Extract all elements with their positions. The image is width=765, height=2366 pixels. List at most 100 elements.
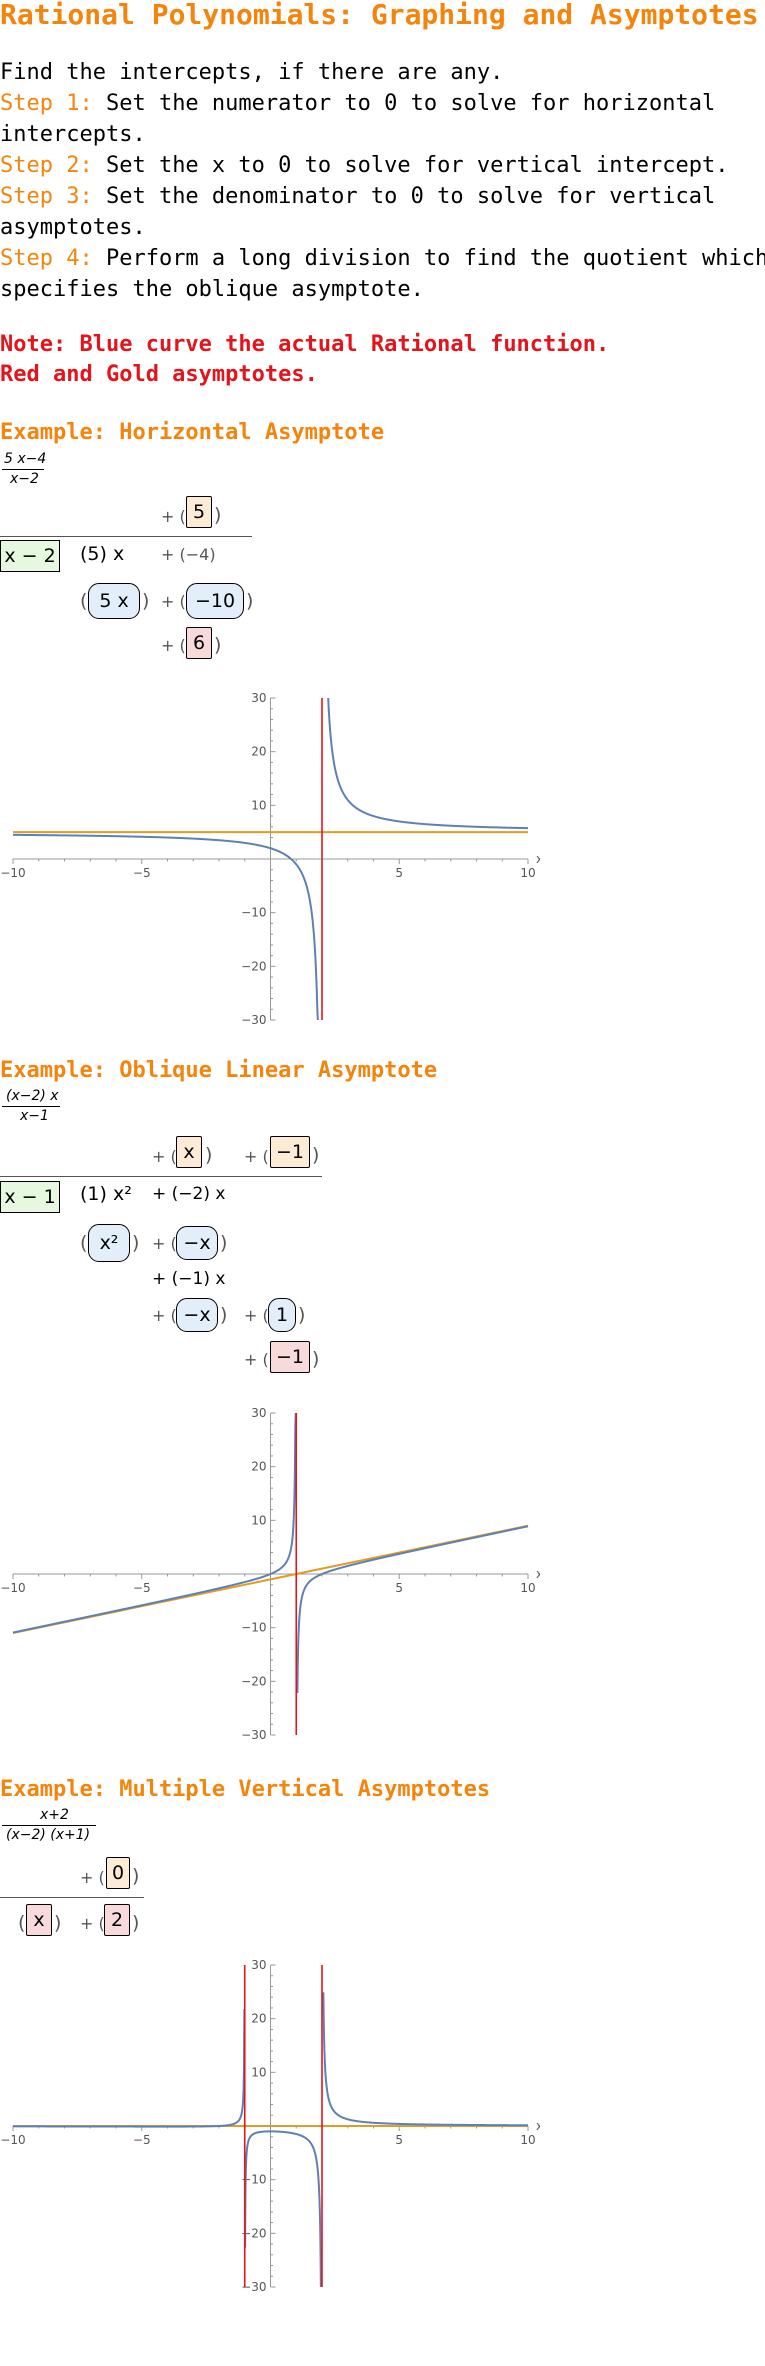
- y-tick-label: −20: [241, 959, 266, 973]
- step-3: Step 3: Set the denominator to 0 to solv…: [0, 181, 715, 212]
- remainder-term: −1: [270, 1341, 310, 1373]
- function-curve: [13, 2009, 246, 2128]
- y-tick-label: 30: [251, 1958, 266, 1972]
- paren: (: [80, 1232, 88, 1254]
- x-tick-label: −5: [133, 866, 151, 880]
- y-tick-label: −10: [241, 1621, 266, 1635]
- paren: ): [142, 590, 150, 612]
- x-tick-label: −5: [133, 1581, 151, 1595]
- function-curve: [13, 833, 319, 1021]
- function-curve: [327, 697, 529, 830]
- plus-sign: + (: [152, 1306, 177, 1325]
- y-tick-label: 20: [251, 1460, 266, 1474]
- y-tick-label: −10: [241, 906, 266, 920]
- function-curve: [322, 1992, 528, 2127]
- x-tick-label: 10: [520, 866, 535, 880]
- dividend-term: + (−4): [161, 545, 216, 564]
- plus-sign: + (: [152, 1147, 177, 1166]
- x-tick-label: −10: [0, 2133, 25, 2147]
- x-tick-label: −10: [0, 1581, 25, 1595]
- step-4-cont: specifies the oblique asymptote.: [0, 277, 424, 302]
- paren: ): [220, 1304, 228, 1326]
- plus-sign: + (: [244, 1306, 269, 1325]
- divisor-term: x − 1: [0, 1181, 60, 1213]
- y-tick-label: 30: [251, 1406, 266, 1420]
- plus-sign: + (: [244, 1350, 269, 1369]
- y-tick-label: −20: [241, 2226, 266, 2240]
- division-bar: [0, 536, 252, 537]
- paren: ): [54, 1912, 62, 1934]
- paren: ): [205, 1144, 213, 1166]
- function-denominator: x−1: [20, 1108, 49, 1124]
- remainder-term: 6: [186, 627, 212, 659]
- function-curve: [244, 2130, 322, 2288]
- x-axis-label: x: [536, 2119, 540, 2133]
- fraction-bar: [2, 1825, 96, 1826]
- y-tick-label: 10: [251, 1513, 266, 1527]
- fraction-bar: [2, 469, 44, 470]
- y-tick-label: −30: [241, 2280, 266, 2294]
- y-tick-label: −10: [241, 2173, 266, 2187]
- dividend-term: (5) x: [80, 543, 125, 565]
- quotient-term: 0: [106, 1857, 130, 1889]
- subtracted-term: 5 x: [88, 583, 140, 619]
- graph-multiple-vertical-asymptotes: −10 −5 5 10 30 20 10 −10 −20 −30 x: [0, 1958, 540, 2294]
- x-tick-label: 5: [395, 1581, 403, 1595]
- paren: ): [214, 634, 222, 656]
- subtracted-term: −x: [176, 1298, 218, 1332]
- step-1-cont: intercepts.: [0, 122, 146, 147]
- subtracted-term: −x: [176, 1226, 218, 1260]
- x-tick-label: −10: [0, 866, 25, 880]
- quotient-term: x: [176, 1136, 202, 1168]
- paren: (: [18, 1912, 26, 1934]
- step-text: Set the numerator to 0 to solve for hori…: [92, 91, 716, 116]
- step-3-cont: asymptotes.: [0, 215, 146, 240]
- paren: ): [132, 1865, 140, 1887]
- y-tick-label: −30: [241, 1013, 266, 1027]
- x-axis-label: x: [536, 852, 540, 866]
- x-tick-label: −5: [133, 2133, 151, 2147]
- plus-sign: + (: [244, 1147, 269, 1166]
- step-label: Step 4:: [0, 246, 93, 271]
- dividend-term: x: [26, 1904, 52, 1936]
- subtracted-term: 1: [268, 1298, 296, 1332]
- function-numerator: (x−2) x: [6, 1088, 59, 1104]
- paren: ): [312, 1348, 320, 1370]
- paren: ): [298, 1304, 306, 1326]
- paren: ): [214, 504, 222, 526]
- step-2: Step 2: Set the x to 0 to solve for vert…: [0, 150, 728, 181]
- example-heading: Example: Horizontal Asymptote: [0, 420, 385, 445]
- y-tick-label: 20: [251, 745, 266, 759]
- example-heading: Example: Oblique Linear Asymptote: [0, 1058, 438, 1083]
- step-text: Perform a long division to find the quot…: [92, 246, 765, 271]
- note-line-1: Note: Blue curve the actual Rational fun…: [0, 332, 610, 357]
- graph-oblique-asymptote: −10 −5 5 10 30 20 10 −10 −20 −30 x: [0, 1406, 540, 1742]
- step-1: Step 1: Set the numerator to 0 to solve …: [0, 88, 715, 119]
- example-heading: Example: Multiple Vertical Asymptotes: [0, 1777, 491, 1802]
- x-tick-label: 10: [520, 2133, 535, 2147]
- dividend-term: 2: [104, 1904, 130, 1936]
- y-tick-label: −30: [241, 1728, 266, 1742]
- function-denominator: x−2: [10, 471, 39, 487]
- paren: ): [220, 1232, 228, 1254]
- step-label: Step 3:: [0, 184, 93, 209]
- plus-sign: + (: [152, 1234, 177, 1253]
- plus-sign: + (: [80, 1914, 105, 1933]
- x-axis-label: x: [536, 1567, 540, 1581]
- division-bar: [0, 1176, 322, 1177]
- step-text: Set the denominator to 0 to solve for ve…: [92, 184, 716, 209]
- y-tick-label: 20: [251, 2012, 266, 2026]
- dividend-term: (1) x²: [80, 1183, 132, 1205]
- quotient-term: 5: [186, 496, 212, 528]
- x-tick-label: 5: [395, 2133, 403, 2147]
- note-line-2: Red and Gold asymptotes.: [0, 362, 318, 387]
- paren: ): [132, 1912, 140, 1934]
- plus-sign: + (: [161, 507, 186, 526]
- divisor-term: x − 2: [0, 540, 60, 572]
- x-tick-label: 10: [520, 1581, 535, 1595]
- y-tick-label: 10: [251, 798, 266, 812]
- function-numerator: 5 x−4: [4, 451, 47, 467]
- function-curve: [12, 1412, 297, 1634]
- paren: ): [246, 590, 254, 612]
- step-label: Step 2:: [0, 153, 93, 178]
